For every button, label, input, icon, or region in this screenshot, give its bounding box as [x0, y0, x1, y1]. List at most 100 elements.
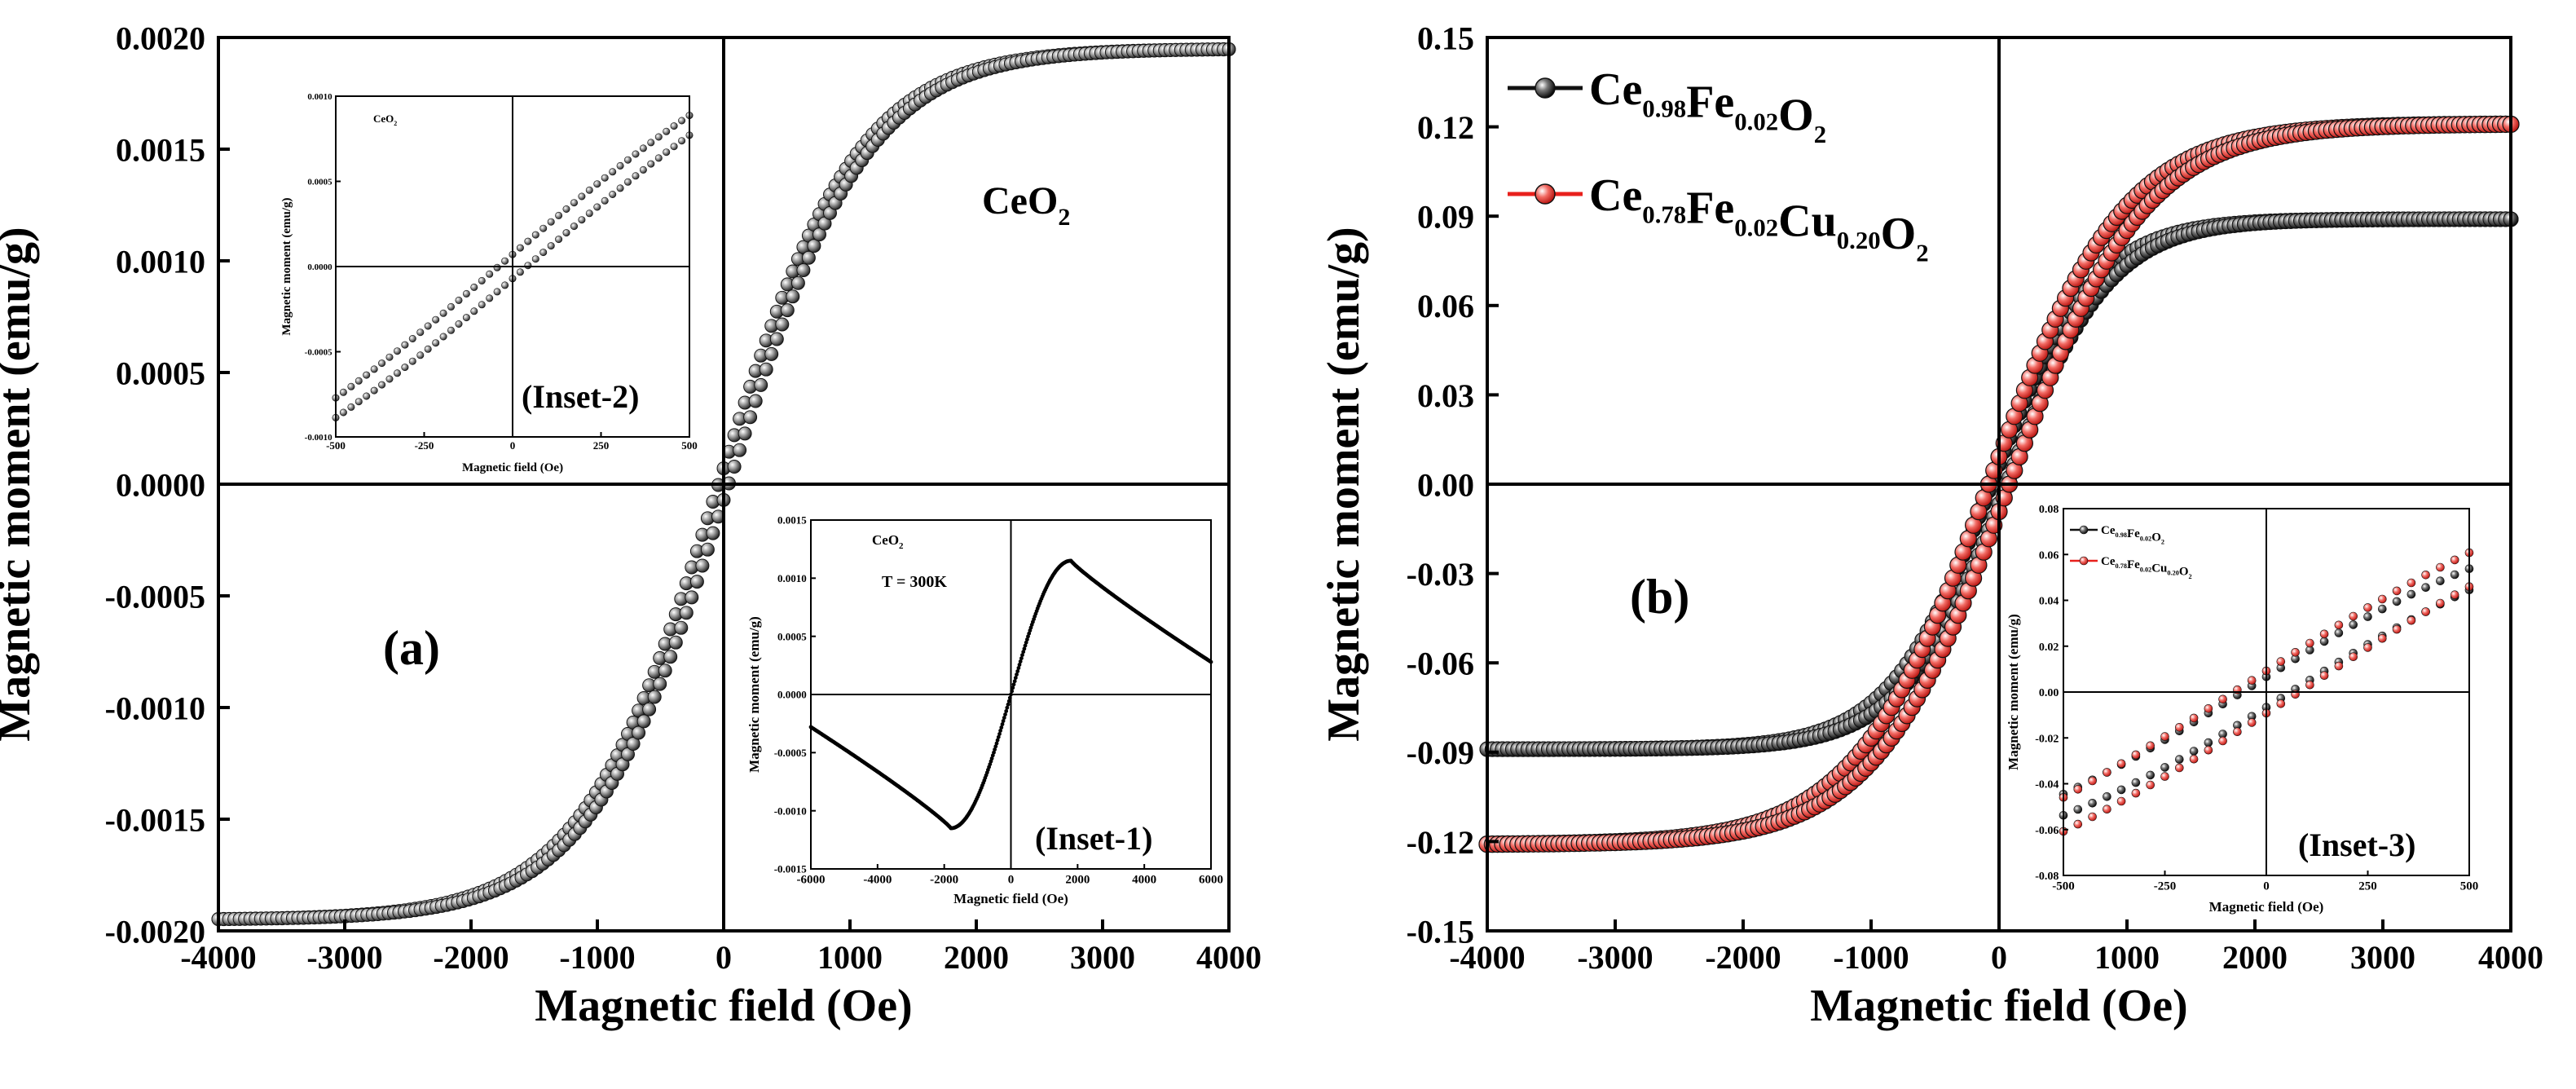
inset-2-point-0: [378, 381, 386, 389]
inset-3-point-0: [2334, 628, 2344, 637]
panel-b-legend-marker-0: [1535, 77, 1556, 99]
panel-b-ytick-label: 0.03: [1417, 377, 1474, 414]
panel-b-xtick-label: -3000: [1577, 939, 1653, 976]
inset-1-point: [999, 725, 1004, 730]
inset-2-point-0: [462, 289, 470, 298]
inset-2-point-0: [663, 127, 671, 135]
inset-2-point-0: [455, 296, 463, 304]
inset-3-legend-text-0-subscript: 0.02: [2140, 535, 2151, 542]
panel-a-point-0: [801, 250, 816, 265]
inset-2-point-0: [601, 196, 609, 205]
panel-a-annotation: CeO2: [982, 179, 1070, 231]
inset-1-point: [1015, 672, 1019, 677]
inset-2-point-0: [555, 236, 563, 244]
panel-a-point-0: [674, 620, 689, 635]
inset-3-legend-text-0: Ce0.98Fe0.02O2: [2101, 524, 2164, 546]
inset-2-point-0: [478, 276, 486, 284]
panel-b-label: (b): [1630, 570, 1689, 624]
inset-1-point: [1002, 716, 1006, 720]
inset-2-ytick-label: -0.0005: [305, 347, 332, 357]
inset-1-x-axis-label: Magnetic field (Oe): [953, 891, 1068, 906]
inset-1-point: [1012, 679, 1017, 684]
panel-a-xtick-label: 2000: [944, 939, 1009, 976]
inset-2-point-0: [578, 192, 586, 201]
panel-a-point-0: [626, 737, 641, 751]
inset-2-point-0: [339, 408, 347, 417]
inset-1-point: [1027, 631, 1032, 636]
inset-1-point: [993, 744, 998, 749]
inset-3-point-0: [2160, 763, 2169, 772]
inset-1-xtick-label: -4000: [863, 873, 892, 886]
inset-2-point-0: [439, 309, 447, 317]
inset-1-point: [1020, 653, 1024, 657]
inset-2-point-0: [524, 262, 532, 270]
panel-a-ytick-label: 0.0015: [116, 131, 205, 168]
inset-1-point: [1005, 705, 1010, 710]
panel-a-point-0: [769, 332, 784, 346]
panel-b-x-axis-label: Magnetic field (Oe): [1810, 981, 2187, 1031]
inset-3-point-1: [2450, 590, 2459, 600]
inset-3-legend-text-1-element: Fe: [2127, 558, 2140, 571]
panel-a-xtick-label: -2000: [433, 939, 509, 976]
inset-2-point-0: [455, 320, 463, 328]
panel-a-point-0: [685, 590, 699, 605]
inset-3-point-0: [2450, 570, 2459, 580]
inset-1-point: [1000, 722, 1005, 726]
inset-3-point-0: [2421, 583, 2430, 593]
inset-2-point-0: [531, 255, 539, 263]
inset-1-ytick-label: 0.0010: [777, 572, 807, 584]
inset-3-legend-text-1-subscript: 0.20: [2167, 570, 2178, 577]
inset-3-legend-text-0-subscript: 2: [2161, 539, 2164, 546]
inset-3-point-1: [2189, 713, 2199, 723]
inset-3-point-0: [2204, 738, 2213, 747]
inset-2-point-0: [501, 281, 509, 289]
inset-1-point: [995, 738, 1000, 743]
panel-a-point-0: [780, 303, 795, 318]
panel-a-ytick-label: 0.0010: [116, 243, 205, 280]
inset-2-point-0: [601, 174, 609, 182]
inset-1-temperature: T = 300K: [882, 573, 947, 591]
inset-3-point-1: [2334, 661, 2344, 671]
inset-2-point-0: [670, 122, 678, 130]
panel-b-xtick-label: 0: [1991, 939, 2007, 976]
panel-a-point-0: [790, 276, 805, 290]
panel-a-ytick-label: -0.0020: [105, 913, 205, 950]
inset-1-point: [997, 732, 1002, 736]
inset-3-point-1: [2160, 772, 2169, 781]
inset-3-point-1: [2146, 741, 2155, 751]
inset-2-ytick-label: -0.0010: [305, 433, 332, 443]
inset-3-point-1: [2319, 629, 2329, 639]
inset-3-point-1: [2131, 750, 2141, 760]
inset-3-plot-area: (Inset-3)Ce0.98Fe0.02O2Ce0.78Fe0.02Cu0.2…: [2059, 524, 2474, 863]
inset-1-ytick-label: 0.0005: [777, 630, 807, 642]
inset-3-point-0: [2319, 637, 2329, 646]
inset-3-point-0: [2103, 791, 2111, 801]
panel-b-legend-text-1-subscript: 0.02: [1734, 214, 1778, 241]
inset-3-point-0: [2349, 620, 2358, 629]
panel-a-xtick-label: -1000: [559, 939, 635, 976]
inset-3-point-0: [2073, 805, 2083, 814]
inset-3-point-1: [2392, 586, 2402, 596]
inset-3-point-1: [2349, 652, 2358, 662]
inset-3-point-1: [2218, 736, 2227, 746]
panel-b-ytick-label: 0.00: [1417, 466, 1474, 503]
inset-2-point-0: [432, 339, 440, 347]
inset-2-point-0: [585, 186, 593, 194]
panel-a-x-axis-label: Magnetic field (Oe): [535, 981, 912, 1031]
inset-2-point-0: [585, 209, 593, 218]
inset-2-point-0: [493, 288, 501, 296]
inset-1-point: [1006, 702, 1011, 707]
inset-3-ytick-label: -0.08: [2035, 871, 2059, 883]
inset-2-point-0: [393, 369, 401, 377]
inset-2-point-0: [678, 117, 686, 125]
inset-2-point-0: [501, 257, 509, 265]
inset-1-point: [1025, 637, 1029, 641]
inset-3-point-1: [2103, 768, 2111, 777]
inset-1-point: [1001, 719, 1006, 723]
inset-3-ytick-label: 0.08: [2039, 504, 2059, 516]
panel-a-point-0: [733, 443, 747, 457]
inset-2-point-0: [424, 345, 432, 353]
inset-3-point-1: [2160, 732, 2169, 741]
inset-2-point-0: [370, 386, 378, 395]
inset-2-point-0: [408, 334, 416, 342]
